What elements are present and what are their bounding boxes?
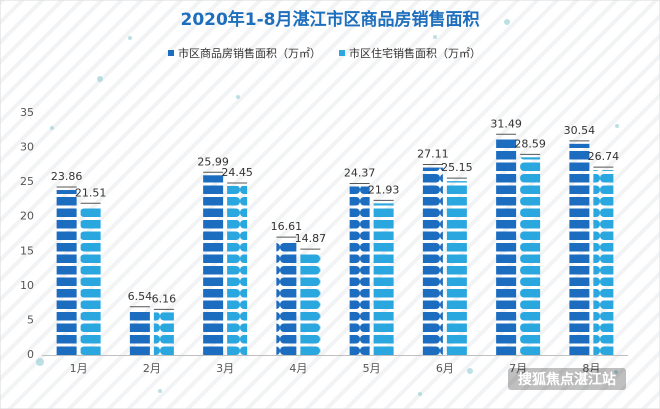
y-tick-label: 15	[20, 244, 34, 257]
y-tick-label: 30	[20, 141, 34, 154]
x-tick-label: 7月	[509, 362, 527, 375]
value-label: 27.11	[417, 148, 449, 161]
legend-label: 市区商品房销售面积（万㎡）	[178, 46, 321, 60]
y-tick-label: 20	[20, 210, 34, 223]
x-tick-label: 1月	[70, 362, 88, 375]
bar	[153, 312, 174, 355]
y-tick-label: 0	[27, 348, 34, 361]
y-tick-label: 10	[20, 279, 34, 292]
x-tick-label: 6月	[436, 362, 454, 375]
bar	[446, 181, 467, 355]
bar	[422, 167, 443, 355]
bar	[80, 206, 101, 355]
value-label: 25.15	[441, 161, 473, 174]
value-label: 6.16	[152, 292, 177, 305]
bar	[373, 203, 394, 355]
x-tick-label: 2月	[143, 362, 161, 375]
value-label: 26.74	[588, 150, 620, 163]
y-tick-label: 25	[20, 175, 34, 188]
bar	[349, 186, 370, 355]
bar	[227, 185, 248, 355]
value-label: 6.54	[128, 290, 153, 303]
x-tick-label: 8月	[582, 362, 600, 375]
value-label: 30.54	[564, 124, 596, 137]
chart-title: 2020年1-8月湛江市区商品房销售面积	[180, 9, 479, 30]
bar	[520, 157, 541, 355]
bar	[496, 137, 517, 355]
x-tick-label: 3月	[216, 362, 234, 375]
bar	[56, 190, 77, 355]
x-tick-label: 5月	[363, 362, 381, 375]
value-label: 25.99	[197, 155, 229, 168]
y-tick-label: 5	[27, 313, 34, 326]
value-label: 31.49	[490, 117, 522, 130]
value-label: 24.37	[344, 166, 376, 179]
y-tick-label: 35	[20, 106, 34, 119]
value-label: 23.86	[51, 170, 83, 183]
value-label: 14.87	[295, 232, 327, 245]
watermark-bg	[508, 368, 626, 390]
legend: 市区商品房销售面积（万㎡） 市区住宅销售面积（万㎡）	[168, 46, 481, 60]
value-label: 21.93	[368, 183, 400, 196]
watermark: 搜狐焦点湛江站	[518, 371, 616, 388]
value-label: 28.59	[514, 137, 546, 150]
bar	[300, 252, 321, 355]
x-tick-label: 4月	[289, 362, 307, 375]
legend-label: 市区住宅销售面积（万㎡）	[349, 46, 481, 60]
legend-swatch	[339, 50, 345, 56]
bar	[129, 309, 150, 355]
value-label: 24.45	[221, 166, 253, 179]
bar	[593, 170, 614, 355]
decor-dots	[36, 19, 619, 396]
value-label: 16.61	[271, 220, 303, 233]
bar	[276, 240, 297, 355]
bar	[203, 175, 224, 355]
value-label: 21.51	[75, 186, 107, 199]
legend-swatch	[168, 50, 174, 56]
bar	[569, 143, 590, 355]
